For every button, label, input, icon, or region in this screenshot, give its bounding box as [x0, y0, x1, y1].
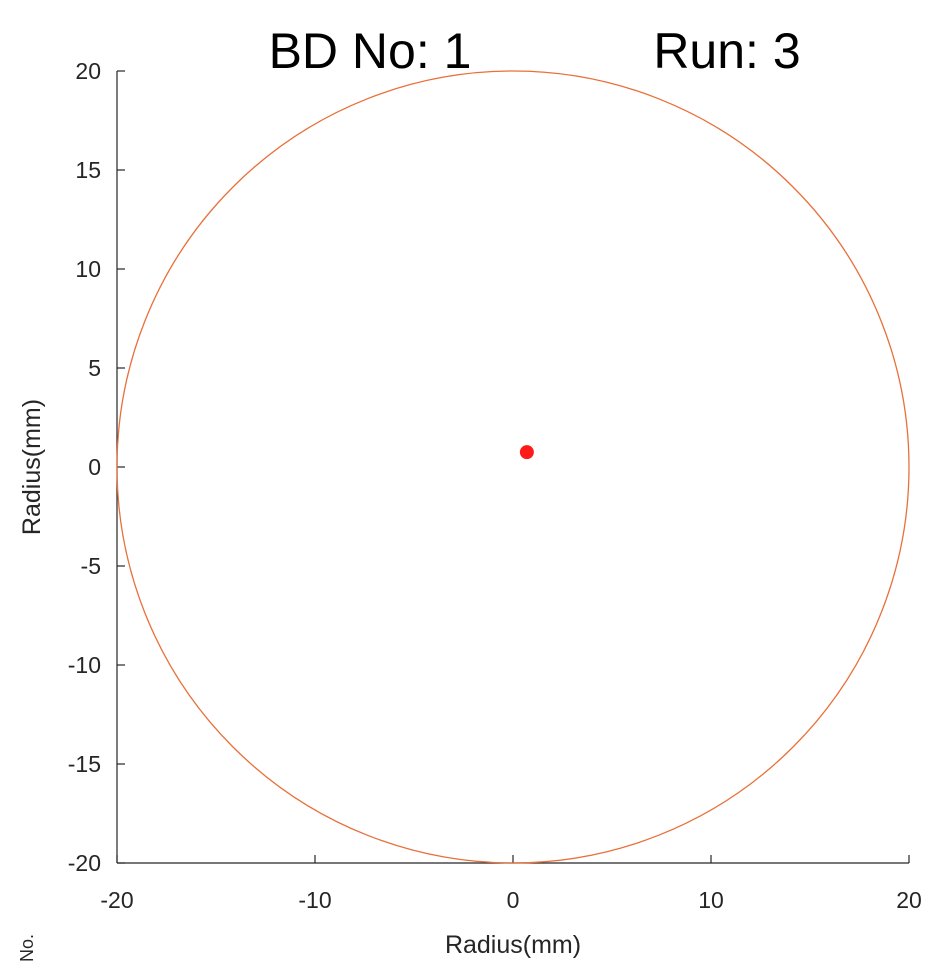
- x-tick-label: 0: [507, 887, 520, 913]
- chart-title-run: Run: 3: [653, 23, 800, 79]
- y-tick-label: -10: [68, 652, 101, 678]
- x-axis-ticks: -20 -10 0 10 20: [100, 855, 922, 913]
- y-tick-label: 20: [75, 58, 101, 84]
- boundary-circle: [116, 70, 910, 864]
- y-tick-label: 10: [75, 256, 101, 282]
- x-tick-label: -20: [100, 887, 133, 913]
- plot-area: [116, 70, 910, 864]
- x-axis-label: Radius(mm): [445, 931, 581, 959]
- y-tick-label: 15: [75, 157, 101, 183]
- data-point: [519, 445, 534, 460]
- y-tick-label: -20: [68, 850, 101, 876]
- y-tick-label: -15: [68, 751, 101, 777]
- x-tick-label: 10: [698, 887, 724, 913]
- x-tick-label: -10: [298, 887, 331, 913]
- y-axis-ticks: -20 -15 -10 -5 0 5 10 15 20: [68, 58, 125, 876]
- y-tick-label: 0: [88, 454, 101, 480]
- x-tick-label: 20: [896, 887, 922, 913]
- y-tick-label: 5: [88, 355, 101, 381]
- edge-fragment-label: No.: [17, 934, 37, 962]
- axes: [116, 71, 909, 864]
- y-tick-label: -5: [81, 553, 101, 579]
- chart-title-bd-no: BD No: 1: [269, 23, 472, 79]
- y-axis-label: Radius(mm): [18, 399, 46, 535]
